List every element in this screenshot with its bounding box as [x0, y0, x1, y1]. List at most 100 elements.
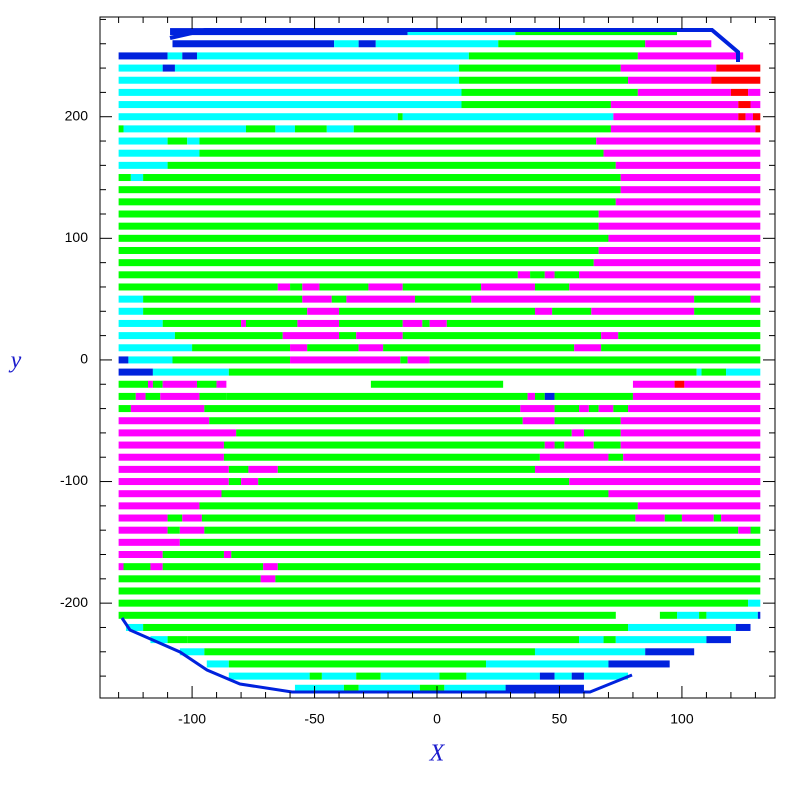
strip-segment [118, 611, 616, 619]
strip-segment [162, 380, 197, 388]
strip-segment [713, 514, 722, 522]
strip-segment [245, 319, 298, 327]
strip-segment [368, 283, 403, 291]
strip-segment [196, 380, 217, 388]
strip-segment [118, 210, 599, 218]
strip-segment [118, 368, 153, 376]
strip-segment [187, 636, 580, 644]
strip-segment [228, 465, 249, 473]
strip-segment [346, 295, 415, 303]
strip-segment [128, 356, 173, 364]
strip-segment [321, 672, 357, 680]
strip-segment [118, 271, 518, 279]
strip-segment [544, 441, 555, 449]
strip-segment [356, 332, 403, 340]
strip-segment [162, 551, 224, 559]
strip-segment [571, 672, 584, 680]
strip-segment [199, 149, 604, 157]
strip-segment [554, 441, 565, 449]
strip-segment [522, 417, 555, 425]
strip-segment [118, 295, 144, 303]
strip-segment [748, 88, 761, 96]
strip-segment [150, 563, 163, 571]
strip-segment [228, 672, 310, 680]
strip-segment [613, 405, 629, 413]
strip-segment [228, 478, 242, 486]
strip-segment [162, 563, 264, 571]
strip-segment [554, 392, 633, 400]
strip-segment [468, 52, 638, 60]
strip-segment [204, 648, 535, 656]
strip-segment [339, 319, 403, 327]
strip-segment [145, 392, 161, 400]
strip-segment [118, 526, 168, 534]
strip-segment [419, 684, 445, 692]
strip-segment [358, 344, 384, 352]
strip-segment [118, 478, 229, 486]
strip-segment [598, 222, 761, 230]
strip-segment [216, 380, 227, 388]
strip-segment [610, 101, 739, 109]
strip-segment [118, 441, 224, 449]
strip-segment [206, 660, 229, 668]
strip-segment [118, 307, 144, 315]
strip-segment [517, 271, 531, 279]
strip-segment [615, 161, 761, 169]
strip-segment [618, 332, 761, 340]
strip-segment [755, 125, 761, 133]
strip-segment [199, 137, 597, 145]
strip-segment [544, 392, 555, 400]
outline [169, 28, 740, 62]
strip-segment [199, 502, 638, 510]
strip-segment [471, 295, 695, 303]
strip-segment [380, 672, 440, 680]
strip-segment [534, 392, 545, 400]
strip-segment [150, 636, 168, 644]
strip-segment [277, 563, 761, 571]
strip-segment [613, 113, 739, 121]
strips [118, 28, 761, 692]
strip-segment [282, 332, 340, 340]
strip-segment [750, 295, 761, 303]
strip-segment [179, 526, 205, 534]
strip-segment [118, 563, 124, 571]
strip-segment [375, 40, 499, 48]
strip-segment [461, 101, 611, 109]
strip-segment [694, 295, 751, 303]
strip-segment [143, 623, 629, 631]
strip-segment [204, 405, 521, 413]
strip-segment [118, 599, 749, 607]
y-tick-label: 0 [80, 351, 88, 367]
strip-segment [118, 283, 278, 291]
strip-segment [118, 174, 131, 182]
strip-segment [358, 40, 376, 48]
strip-segment [118, 198, 616, 206]
strip-segment [258, 478, 570, 486]
strip-segment [118, 222, 599, 230]
strip-segment [179, 538, 761, 546]
strip-segment [290, 283, 303, 291]
strip-segment [236, 429, 572, 437]
strip-segment [290, 356, 401, 364]
strip-segment [118, 234, 609, 242]
strip-segment [221, 490, 609, 498]
strip-segment [620, 429, 761, 437]
strip-segment [343, 684, 359, 692]
strip-segment [498, 40, 646, 48]
strip-segment [583, 672, 629, 680]
strip-segment [143, 295, 303, 303]
strip-segment [696, 368, 702, 376]
strip-segment [583, 429, 621, 437]
strip-segment [444, 684, 506, 692]
strip-segment [429, 356, 761, 364]
strip-segment [402, 332, 602, 340]
strip-segment [748, 599, 761, 607]
strip-segment [603, 149, 761, 157]
strip-segment [588, 405, 599, 413]
strip-segment [757, 611, 761, 619]
strip-segment [118, 88, 462, 96]
strip-segment [209, 417, 523, 425]
y-tick-label: -200 [60, 594, 88, 610]
strip-segment [358, 684, 420, 692]
strip-segment [294, 684, 344, 692]
